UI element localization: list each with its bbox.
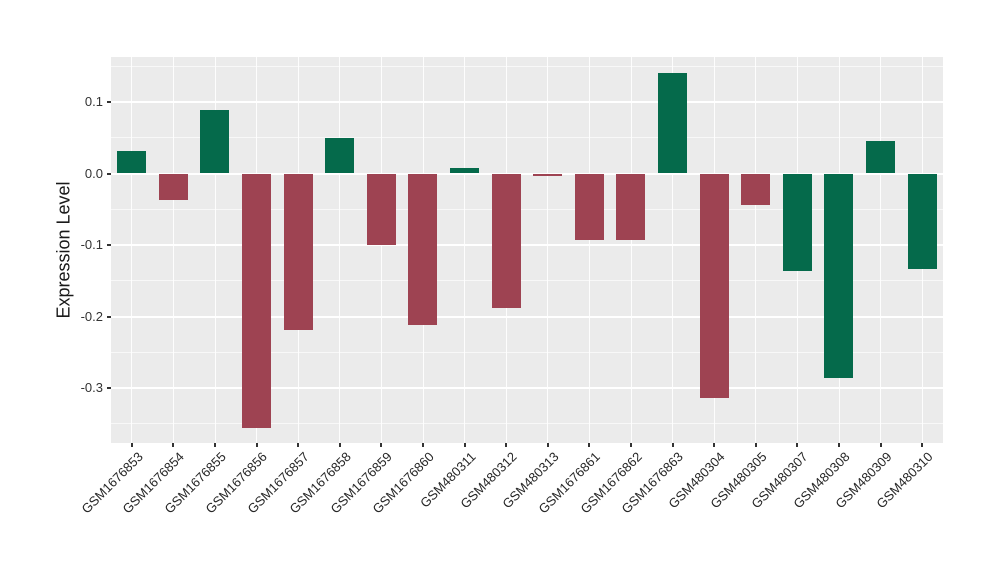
minor-gridline [111,280,943,282]
bar-GSM480307 [782,173,812,271]
y-tick-label: 0.0 [84,165,103,181]
major-gridline [111,387,943,389]
vertical-gridline [339,57,341,443]
plot-panel [111,57,943,443]
y-tick-mark [107,315,111,318]
y-tick-mark [107,172,111,175]
y-tick-mark [107,387,111,389]
major-gridline [111,244,943,246]
bar-GSM1676854 [158,173,188,200]
vertical-gridline [464,57,466,443]
major-gridline [111,172,943,175]
x-tick-mark [255,443,258,447]
minor-gridline [111,423,943,425]
bar-GSM480311 [450,167,480,174]
x-tick-mark [754,443,757,447]
bar-GSM480309 [866,141,896,174]
minor-gridline [111,208,943,210]
minor-gridline [111,351,943,353]
vertical-gridline [172,57,174,443]
bar-GSM1676858 [325,137,355,174]
vertical-gridline [547,57,549,443]
bar-GSM1676862 [616,173,646,240]
x-tick-mark [130,443,133,447]
x-tick-mark [338,443,341,447]
bar-GSM1676857 [283,173,313,330]
x-tick-mark [796,443,799,447]
x-tick-mark [546,443,549,447]
x-tick-mark [879,443,882,447]
bar-GSM480313 [533,173,563,177]
bar-GSM480304 [699,173,729,398]
vertical-gridline [755,57,757,443]
vertical-gridline [880,57,882,443]
x-tick-mark [588,443,591,447]
x-tick-mark [630,443,632,447]
y-tick-label: -0.2 [80,308,103,324]
bar-GSM1676856 [242,173,272,428]
bar-GSM1676855 [200,109,230,174]
vertical-gridline [380,57,382,443]
x-tick-mark [505,443,508,447]
bar-GSM1676859 [366,173,396,245]
x-tick-mark [838,443,840,447]
bar-GSM1676863 [658,73,688,174]
major-gridline [111,101,943,103]
x-tick-mark [422,443,424,447]
x-tick-mark [713,443,716,447]
vertical-gridline [588,57,590,443]
x-tick-mark [380,443,383,447]
minor-gridline [111,137,943,139]
bar-GSM1676853 [117,150,147,174]
bar-GSM480305 [741,173,771,205]
y-tick-label: 0.1 [84,94,103,109]
bar-GSM1676861 [574,173,604,240]
x-tick-mark [214,443,216,447]
y-tick-mark [107,244,111,246]
vertical-gridline [672,57,674,443]
major-gridline [111,315,943,318]
bar-GSM480310 [907,173,937,269]
vertical-gridline [131,57,133,443]
bar-GSM1676860 [408,173,438,325]
x-tick-mark [297,443,300,447]
x-tick-mark [172,443,175,447]
x-tick-mark [671,443,674,447]
x-tick-mark [921,443,924,447]
vertical-gridline [214,57,216,443]
vertical-gridline [630,57,632,443]
minor-gridline [111,65,943,67]
bar-GSM480308 [824,173,854,378]
y-tick-mark [107,101,111,103]
y-tick-label: -0.1 [80,237,103,252]
bar-GSM480312 [491,173,521,308]
y-tick-label: -0.3 [80,380,103,395]
x-tick-mark [463,443,466,447]
